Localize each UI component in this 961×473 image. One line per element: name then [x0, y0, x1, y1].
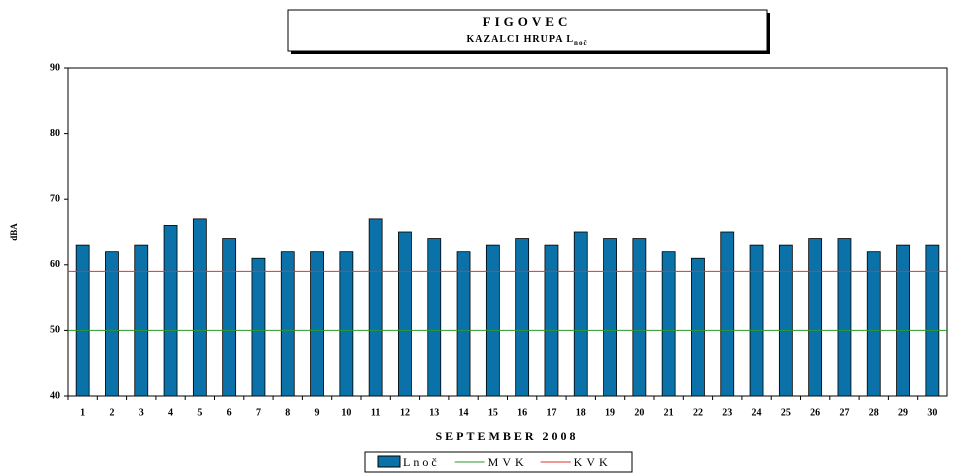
y-tick-label: 90 [50, 62, 60, 73]
x-tick-label: 21 [664, 407, 674, 418]
x-tick-label: 13 [429, 407, 439, 418]
x-tick-label: 4 [168, 407, 173, 418]
subtitle-text: KAZALCI HRUPA L [466, 34, 574, 45]
bar [515, 238, 530, 397]
title-box [287, 9, 768, 52]
chart-subtitle: KAZALCI HRUPA Lnoč [466, 34, 587, 46]
x-tick-label: 30 [927, 407, 937, 418]
x-tick-label: 3 [139, 407, 144, 418]
x-tick-label: 10 [341, 407, 351, 418]
bar [866, 251, 881, 397]
bar [485, 244, 500, 397]
x-tick-label: 27 [839, 407, 849, 418]
bar [310, 251, 324, 397]
x-tick-label: 22 [693, 407, 703, 418]
x-tick-label: 2 [109, 407, 114, 418]
bar [778, 244, 793, 397]
x-tick-label: 8 [285, 407, 290, 418]
bar [427, 238, 442, 397]
legend-label: MVK [488, 455, 528, 469]
chart-title: FIGOVEC [483, 14, 572, 29]
bar [749, 244, 764, 397]
legend-box [364, 451, 633, 473]
x-tick-label: 11 [371, 407, 380, 418]
subtitle-subscript: noč [574, 39, 588, 47]
y-tick-label: 50 [50, 325, 60, 336]
bar [163, 225, 178, 397]
legend-label: Lnoč [403, 455, 440, 469]
bar [837, 238, 852, 397]
y-axis-title: dBA [9, 223, 19, 241]
bar [573, 231, 588, 397]
bar [192, 218, 207, 397]
x-axis-title: SEPTEMBER 2008 [435, 429, 578, 443]
bar [368, 218, 383, 397]
bar [544, 244, 559, 397]
bar [808, 238, 823, 397]
x-tick-label: 17 [546, 407, 556, 418]
bar [280, 251, 295, 397]
x-tick-label: 12 [400, 407, 410, 418]
bar [222, 238, 237, 397]
y-tick-label: 60 [50, 259, 60, 270]
bar [720, 231, 735, 397]
x-tick-label: 20 [634, 407, 644, 418]
bar [456, 251, 471, 397]
bar [632, 238, 647, 397]
y-tick-label: 40 [50, 390, 60, 401]
plot-area [67, 67, 948, 397]
bar [691, 257, 705, 397]
x-tick-label: 25 [781, 407, 791, 418]
y-tick-label: 80 [50, 128, 60, 139]
bar [398, 231, 412, 397]
x-tick-label: 29 [898, 407, 908, 418]
x-tick-label: 26 [810, 407, 820, 418]
bar [603, 238, 617, 397]
x-tick-label: 23 [722, 407, 732, 418]
bar [925, 244, 940, 397]
x-tick-label: 7 [256, 407, 261, 418]
x-tick-label: 5 [197, 407, 202, 418]
bar [105, 251, 119, 397]
x-tick-label: 28 [869, 407, 879, 418]
legend-swatch [377, 455, 401, 468]
bar [134, 244, 149, 397]
x-tick-label: 1 [80, 407, 85, 418]
x-tick-label: 15 [488, 407, 498, 418]
legend-label: KVK [574, 455, 612, 469]
x-tick-label: 24 [752, 407, 762, 418]
x-tick-label: 14 [459, 407, 469, 418]
bar [75, 244, 90, 397]
x-tick-label: 19 [605, 407, 615, 418]
bar [339, 251, 354, 397]
x-tick-label: 16 [517, 407, 527, 418]
x-tick-label: 6 [227, 407, 232, 418]
x-tick-label: 18 [576, 407, 586, 418]
x-tick-label: 9 [315, 407, 320, 418]
bar [661, 251, 676, 397]
bar [896, 244, 910, 397]
bar [251, 257, 266, 397]
y-tick-label: 70 [50, 193, 60, 204]
